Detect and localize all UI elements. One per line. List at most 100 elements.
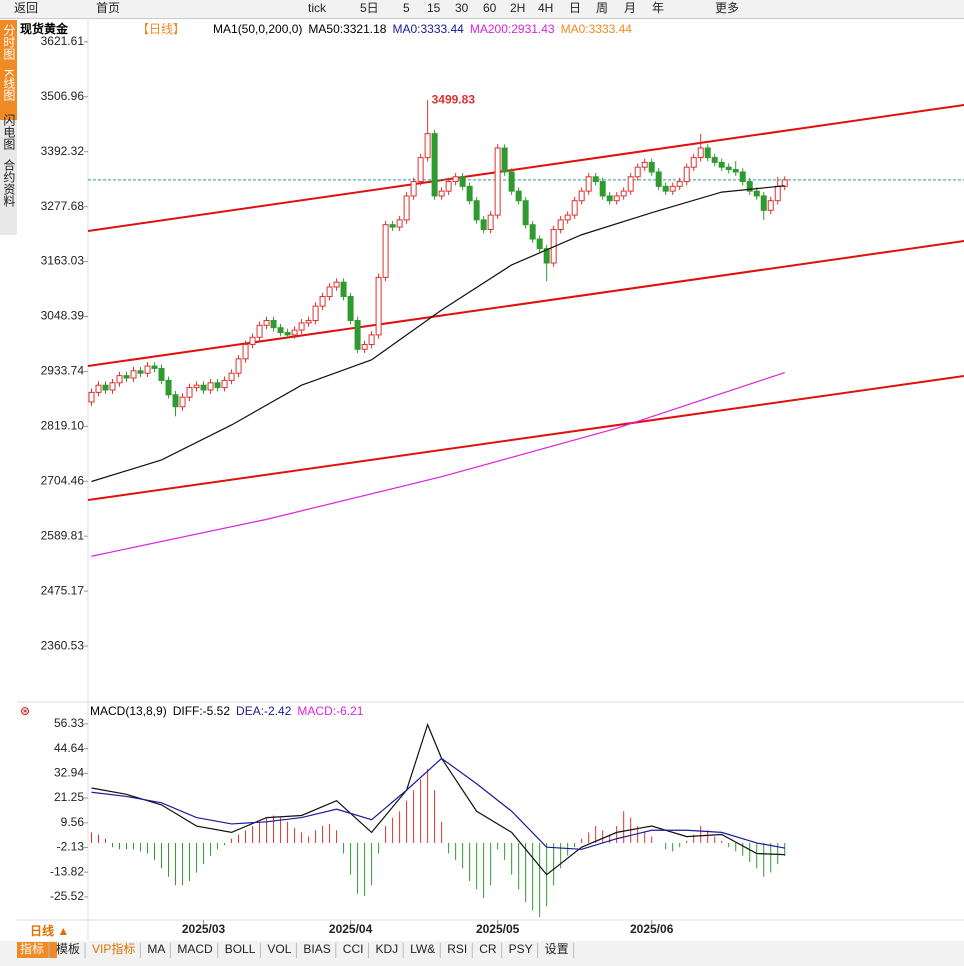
candle-body — [312, 305, 319, 322]
candle-body — [340, 281, 347, 298]
candle-body — [515, 190, 522, 202]
candle-body — [270, 320, 277, 329]
indicator-tab[interactable]: MA — [147, 942, 165, 956]
candle-body — [130, 370, 137, 379]
candle-body — [221, 379, 228, 389]
toolbar-button[interactable]: 5日 — [360, 1, 379, 15]
indicator-tab[interactable]: CR — [479, 942, 497, 956]
indicator-tab[interactable]: MACD — [177, 942, 213, 956]
candle-body — [256, 324, 263, 338]
indicator-tab[interactable]: 模板 — [56, 942, 80, 956]
indicator-tab[interactable]: RSI — [447, 942, 467, 956]
macd-tick-label: -13.82 — [50, 864, 84, 878]
toolbar-button[interactable]: 更多 — [715, 1, 739, 15]
macd-icon: ⊛ — [20, 704, 30, 718]
toolbar-button[interactable]: 月 — [624, 1, 636, 15]
period-button-label[interactable]: 日线 ▲ — [30, 923, 69, 938]
candle-body — [88, 391, 95, 403]
candle-body — [368, 334, 375, 345]
toolbar-button[interactable]: 首页 — [96, 1, 120, 15]
candle-body — [263, 320, 270, 326]
macd-tick-label: -25.52 — [50, 889, 84, 903]
candle-body — [382, 224, 389, 278]
candle-body — [151, 365, 158, 369]
toolbar-button[interactable]: 5 — [403, 1, 410, 15]
candle-body — [536, 238, 543, 250]
candle-body — [277, 327, 284, 333]
candle-body — [235, 358, 242, 374]
indicator-tab[interactable]: PSY — [509, 942, 533, 956]
indicator-tab[interactable]: VOL — [267, 942, 291, 956]
candle-body — [543, 248, 550, 264]
candle-body — [207, 382, 214, 391]
candle-body — [172, 394, 179, 408]
candle-body — [123, 375, 130, 379]
toolbar — [0, 0, 964, 18]
candle-body — [564, 214, 571, 221]
toolbar-button[interactable]: 2H — [510, 1, 525, 15]
macd-legend: DEA:-2.42 — [236, 704, 292, 718]
candle-body — [375, 276, 382, 336]
candle-body — [473, 200, 480, 221]
toolbar-button[interactable]: 15 — [427, 1, 441, 15]
macd-tick-label: 9.56 — [61, 815, 85, 829]
candle-body — [767, 200, 774, 211]
candle-body — [305, 320, 312, 324]
indicator-tab[interactable]: LW& — [410, 942, 435, 956]
candle-body — [228, 372, 235, 381]
candle-body — [193, 384, 200, 389]
candle-body — [494, 147, 501, 216]
legend-item: 【日线】 — [137, 22, 185, 36]
toolbar-button[interactable]: 年 — [652, 1, 664, 15]
macd-legend: MACD:-6.21 — [297, 704, 363, 718]
candle-body — [676, 181, 683, 187]
candle-body — [459, 176, 466, 187]
toolbar-button[interactable]: tick — [308, 1, 327, 15]
candle-body — [739, 171, 746, 183]
candle-body — [452, 176, 459, 183]
toolbar-button[interactable]: 返回 — [14, 1, 38, 15]
legend-item: MA0:3333.44 — [392, 22, 464, 36]
candle-body — [774, 185, 781, 202]
y-tick-label: 2819.10 — [41, 419, 85, 433]
candle-body — [683, 166, 690, 183]
toolbar-button[interactable]: 30 — [455, 1, 469, 15]
sidebar-tab[interactable]: K线图 — [2, 69, 16, 101]
candle-body — [186, 387, 193, 398]
candle-body — [634, 166, 641, 178]
candle-body — [165, 379, 172, 396]
toolbar-button[interactable]: 4H — [538, 1, 553, 15]
candle-body — [102, 384, 109, 391]
y-tick-label: 2475.17 — [41, 583, 85, 597]
indicator-tab[interactable]: BIAS — [303, 942, 330, 956]
sidebar-tab[interactable]: 合约资料 — [2, 158, 16, 207]
candle-body — [326, 286, 333, 298]
y-tick-label: 2933.74 — [41, 364, 85, 378]
sidebar-tab[interactable]: 闪电图 — [2, 114, 16, 150]
candle-body — [592, 176, 599, 183]
candle-body — [396, 219, 403, 228]
candle-body — [718, 161, 725, 168]
sidebar-tab[interactable]: 分时图 — [2, 24, 16, 60]
candle-body — [354, 320, 361, 350]
candle-body — [585, 176, 592, 192]
legend-item: MA1(50,0,200,0) — [213, 22, 302, 36]
indicator-tab[interactable]: KDJ — [375, 942, 398, 956]
indicator-tab[interactable]: 设置 — [545, 942, 569, 956]
candle-body — [753, 190, 760, 197]
toolbar-button[interactable]: 日 — [569, 1, 581, 15]
indicator-tab[interactable]: BOLL — [225, 942, 256, 956]
indicator-tab[interactable]: 指标 — [20, 941, 44, 956]
indicator-tab[interactable]: CCI — [343, 942, 364, 956]
candle-body — [606, 195, 613, 202]
legend-item: MA50:3321.18 — [308, 22, 386, 36]
toolbar-button[interactable]: 周 — [596, 1, 608, 15]
toolbar-button[interactable]: 60 — [483, 1, 497, 15]
period-button[interactable] — [17, 922, 77, 940]
candle-body — [599, 181, 606, 197]
indicator-tab[interactable]: VIP指标 — [92, 941, 135, 956]
candle-body — [298, 322, 305, 331]
x-tick-label: 2025/03 — [182, 922, 226, 936]
candle-body — [627, 176, 634, 192]
candle-body — [669, 185, 676, 192]
